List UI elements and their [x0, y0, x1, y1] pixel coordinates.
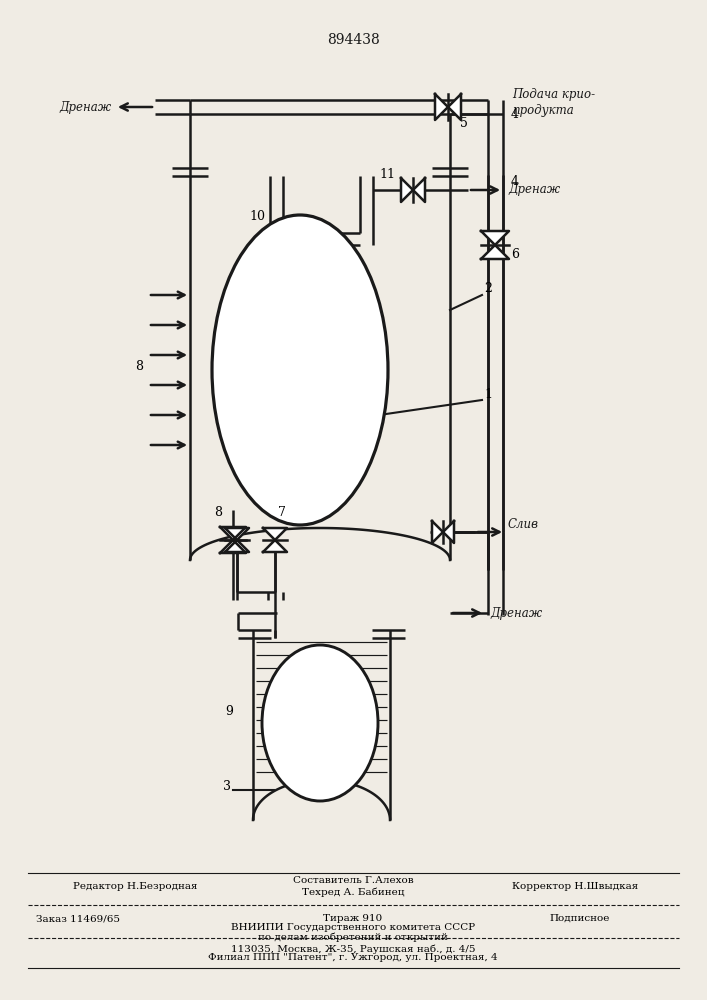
- Ellipse shape: [212, 215, 388, 525]
- Text: Дренаж: Дренаж: [508, 184, 560, 196]
- Text: Тираж 910: Тираж 910: [323, 914, 382, 923]
- Text: 11: 11: [379, 168, 395, 181]
- Polygon shape: [263, 528, 287, 540]
- Text: Корректор Н.Швыдкая: Корректор Н.Швыдкая: [512, 882, 638, 891]
- Text: 8: 8: [214, 506, 222, 519]
- Text: 8: 8: [135, 360, 143, 373]
- Text: 894438: 894438: [327, 33, 380, 47]
- Text: Дренаж: Дренаж: [490, 606, 542, 619]
- Text: 5: 5: [460, 117, 468, 130]
- Text: 2: 2: [484, 282, 492, 295]
- Polygon shape: [263, 540, 287, 552]
- Text: 1: 1: [484, 388, 492, 401]
- Ellipse shape: [262, 645, 378, 801]
- Text: Подача крио-
продукта: Подача крио- продукта: [512, 88, 595, 117]
- Polygon shape: [220, 540, 246, 553]
- Text: 4: 4: [511, 108, 519, 121]
- Polygon shape: [401, 178, 413, 202]
- Text: 7: 7: [278, 506, 286, 519]
- Text: Слив: Слив: [508, 518, 539, 530]
- Polygon shape: [220, 527, 246, 540]
- Text: по делам изобретений и открытий: по делам изобретений и открытий: [258, 932, 448, 942]
- Text: 3: 3: [223, 780, 231, 793]
- Polygon shape: [225, 540, 249, 552]
- Polygon shape: [443, 521, 454, 543]
- Text: Редактор Н.Безродная: Редактор Н.Безродная: [73, 882, 197, 891]
- Polygon shape: [413, 178, 425, 202]
- Text: 113035, Москва, Ж-35, Раушская наб., д. 4/5: 113035, Москва, Ж-35, Раушская наб., д. …: [230, 944, 475, 954]
- Text: 10: 10: [249, 210, 265, 223]
- Text: ВНИИПИ Государственного комитета СССР: ВНИИПИ Государственного комитета СССР: [231, 923, 475, 932]
- Polygon shape: [225, 528, 249, 540]
- Text: 6: 6: [511, 248, 519, 261]
- Text: Филиал ППП "Патент", г. Ужгород, ул. Проектная, 4: Филиал ППП "Патент", г. Ужгород, ул. Про…: [208, 953, 498, 962]
- Text: 4: 4: [511, 175, 519, 188]
- Text: Подписное: Подписное: [550, 914, 610, 923]
- Polygon shape: [481, 245, 509, 259]
- Text: Техред А. Бабинец: Техред А. Бабинец: [302, 888, 404, 897]
- Text: Составитель Г.Алехов: Составитель Г.Алехов: [293, 876, 414, 885]
- Polygon shape: [432, 521, 443, 543]
- Text: Дренаж: Дренаж: [60, 101, 112, 113]
- Polygon shape: [481, 231, 509, 245]
- Polygon shape: [435, 94, 448, 120]
- Polygon shape: [448, 94, 461, 120]
- Text: 9: 9: [225, 705, 233, 718]
- Text: Заказ 11469/65: Заказ 11469/65: [36, 914, 120, 923]
